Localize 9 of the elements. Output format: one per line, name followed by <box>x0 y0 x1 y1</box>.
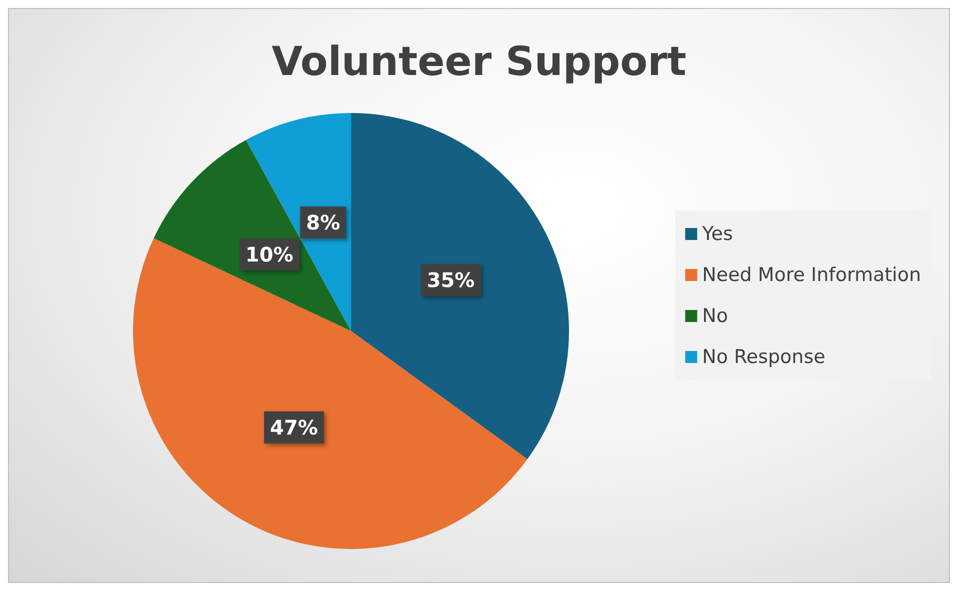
legend-label: Yes <box>701 223 733 245</box>
data-label: 35% <box>426 268 475 292</box>
legend-label: No <box>702 305 728 327</box>
chart-title: Volunteer Support <box>272 39 686 85</box>
data-label: 10% <box>245 242 294 266</box>
data-label: 8% <box>306 210 340 235</box>
legend-label: No Response <box>702 346 826 368</box>
legend-label: Need More Information <box>702 264 922 286</box>
data-label: 47% <box>270 415 318 440</box>
